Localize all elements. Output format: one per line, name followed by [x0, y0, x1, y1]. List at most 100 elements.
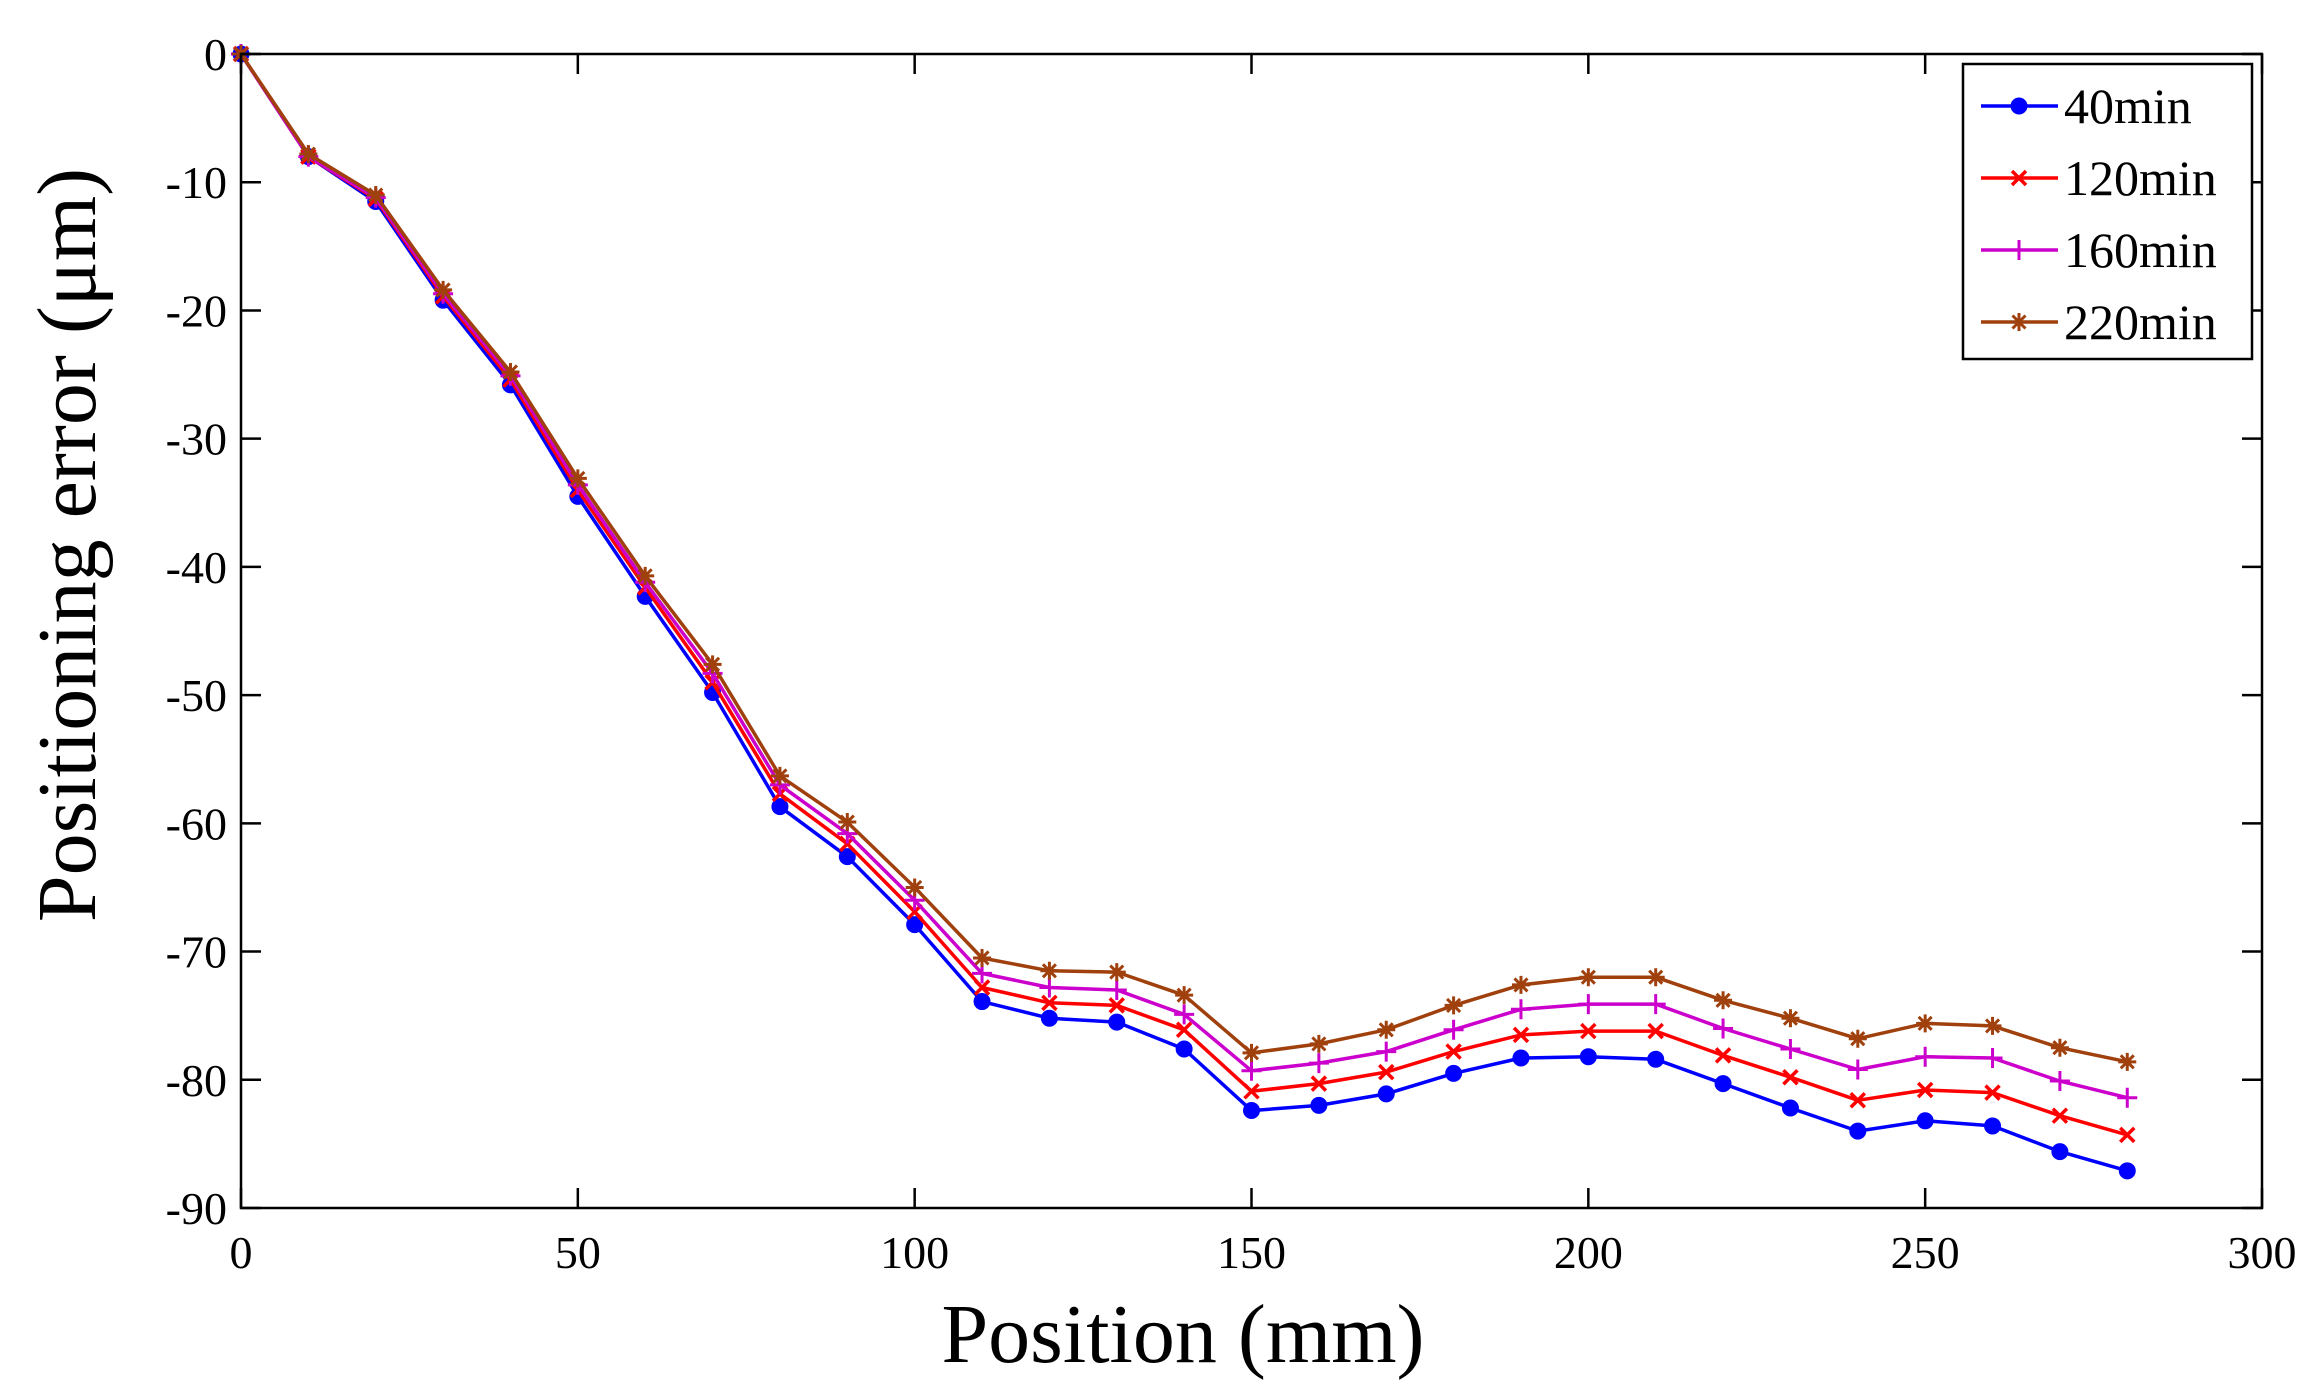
data-point-220min [770, 766, 789, 785]
data-point-120min [1916, 1081, 1934, 1099]
marker-dot [973, 993, 991, 1011]
marker-plus [1443, 1019, 1464, 1040]
data-point-220min [434, 280, 453, 299]
data-point-40min [1175, 1040, 1193, 1058]
marker-star [2118, 1052, 2137, 1071]
data-point-120min [2051, 1107, 2069, 1124]
marker-dot [1445, 1064, 1463, 1082]
marker-x [1243, 1083, 1260, 1100]
marker-plus [1174, 1004, 1195, 1025]
y-tick-label: -50 [166, 670, 227, 721]
marker-x [1849, 1092, 1867, 1109]
data-point-120min [1175, 1021, 1193, 1039]
marker-plus [2049, 1071, 2070, 1092]
marker-dot [1984, 1117, 2002, 1135]
marker-dot [2118, 1162, 2136, 1180]
marker-x [2051, 1107, 2069, 1124]
series-220min [232, 45, 2137, 1071]
marker-dot [1310, 1096, 1328, 1114]
data-point-160min [1308, 1053, 1329, 1074]
x-tick-label: 100 [880, 1227, 949, 1278]
legend-marker [2009, 240, 2029, 260]
x-tick-label: 150 [1217, 1227, 1286, 1278]
data-point-160min [1106, 980, 1127, 1001]
data-point-40min [1040, 1009, 1058, 1027]
marker-star [703, 655, 722, 674]
data-point-220min [1848, 1029, 1867, 1048]
marker-star [1040, 961, 1059, 980]
data-point-40min [2118, 1162, 2136, 1180]
data-point-220min [2050, 1038, 2069, 1057]
data-point-40min [2051, 1143, 2069, 1161]
data-point-220min [1040, 961, 1059, 980]
data-point-40min [1579, 1048, 1597, 1066]
data-point-160min [1847, 1059, 1868, 1080]
data-point-40min [1377, 1085, 1395, 1103]
data-point-220min [366, 186, 385, 205]
marker-star [973, 948, 992, 967]
marker-dot [2051, 1143, 2069, 1161]
marker-plus [1982, 1047, 2003, 1068]
data-point-120min [2119, 1126, 2136, 1144]
marker-x [1310, 1075, 1328, 1092]
marker-x [1580, 1022, 1597, 1040]
y-tick-label: -90 [166, 1183, 227, 1234]
data-point-220min [1175, 986, 1194, 1005]
marker-star [366, 186, 385, 205]
legend-entry-160min: 160min [1981, 222, 2217, 278]
data-point-220min [1781, 1009, 1800, 1028]
data-point-160min [2049, 1071, 2070, 1092]
marker-dot [1512, 1049, 1530, 1067]
marker-star [905, 878, 924, 897]
legend-marker [2010, 169, 2028, 187]
x-tick-label: 0 [230, 1227, 253, 1278]
data-point-40min [1243, 1102, 1260, 1120]
marker-dot [1579, 1048, 1597, 1066]
data-point-220min [1916, 1014, 1935, 1033]
marker-dot [1377, 1085, 1395, 1103]
data-point-220min [838, 813, 857, 832]
marker-star [1781, 1009, 1800, 1028]
legend-marker [2010, 97, 2028, 115]
marker-star [2050, 1038, 2069, 1057]
marker-star [299, 145, 318, 164]
x-tick-label: 50 [555, 1227, 601, 1278]
y-tick-label: -20 [166, 285, 227, 336]
data-point-220min [568, 469, 587, 488]
marker-plus [1645, 994, 1666, 1015]
data-point-160min [2117, 1087, 2138, 1108]
data-point-220min [1983, 1016, 2002, 1035]
x-tick-label: 300 [2228, 1227, 2297, 1278]
data-point-120min [1108, 997, 1126, 1014]
marker-dot [838, 848, 856, 866]
marker-star [501, 362, 520, 381]
marker-dot [2010, 97, 2028, 115]
marker-plus [1106, 980, 1127, 1001]
data-point-120min [1041, 994, 1058, 1012]
marker-star [1714, 991, 1733, 1010]
marker-plus [1847, 1059, 1868, 1080]
data-point-220min [1377, 1020, 1396, 1039]
data-point-120min [1849, 1092, 1867, 1109]
data-point-40min [838, 848, 856, 866]
data-point-40min [1714, 1075, 1732, 1093]
marker-plus [1308, 1053, 1329, 1074]
legend-marker [2010, 313, 2028, 331]
x-tick-label: 250 [1891, 1227, 1960, 1278]
data-point-160min [1645, 994, 1666, 1015]
legend-label: 40min [2064, 78, 2192, 134]
data-point-220min [636, 566, 655, 585]
y-tick-label: -40 [166, 542, 227, 593]
data-point-40min [1445, 1064, 1463, 1082]
marker-plus [1713, 1018, 1734, 1039]
data-point-220min [1242, 1043, 1261, 1062]
legend-label: 220min [2064, 294, 2217, 350]
y-tick-label: -80 [166, 1055, 227, 1106]
data-point-120min [1310, 1075, 1328, 1092]
marker-x [1916, 1081, 1934, 1099]
marker-star [2010, 313, 2028, 331]
y-tick-label: -60 [166, 798, 227, 849]
y-tick-label: -70 [166, 927, 227, 978]
